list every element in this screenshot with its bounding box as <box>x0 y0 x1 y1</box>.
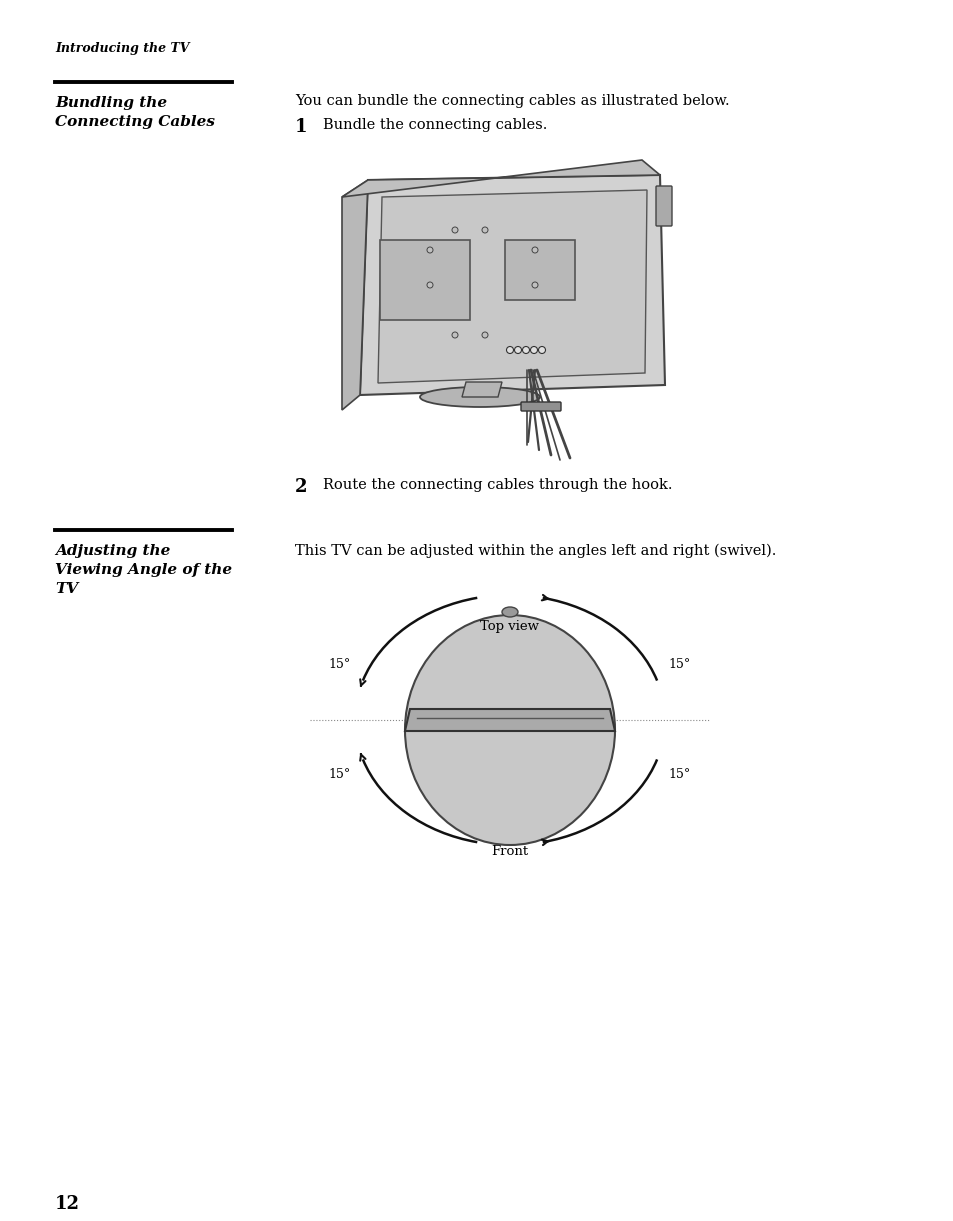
Text: 2: 2 <box>294 477 307 496</box>
Text: Adjusting the
Viewing Angle of the
TV: Adjusting the Viewing Angle of the TV <box>55 545 232 596</box>
Circle shape <box>532 282 537 288</box>
Text: 12: 12 <box>55 1195 80 1212</box>
Circle shape <box>452 227 457 233</box>
Text: 15°: 15° <box>329 658 351 672</box>
Polygon shape <box>377 190 646 383</box>
Text: 15°: 15° <box>668 768 690 781</box>
Text: 15°: 15° <box>329 768 351 781</box>
Text: 15°: 15° <box>668 658 690 672</box>
Ellipse shape <box>405 615 615 845</box>
Text: You can bundle the connecting cables as illustrated below.: You can bundle the connecting cables as … <box>294 94 729 107</box>
Polygon shape <box>461 382 501 397</box>
Text: Bundle the connecting cables.: Bundle the connecting cables. <box>323 118 547 132</box>
Circle shape <box>532 247 537 253</box>
Polygon shape <box>405 709 615 731</box>
Circle shape <box>481 227 488 233</box>
FancyBboxPatch shape <box>379 241 470 320</box>
FancyBboxPatch shape <box>656 186 671 226</box>
Text: Bundling the
Connecting Cables: Bundling the Connecting Cables <box>55 96 214 129</box>
Text: Top view: Top view <box>480 620 539 632</box>
Text: This TV can be adjusted within the angles left and right (swivel).: This TV can be adjusted within the angle… <box>294 545 776 558</box>
FancyBboxPatch shape <box>504 241 575 300</box>
Circle shape <box>530 347 537 354</box>
Circle shape <box>537 347 545 354</box>
Circle shape <box>506 347 513 354</box>
Text: 1: 1 <box>294 118 307 136</box>
Text: Introducing the TV: Introducing the TV <box>55 42 190 55</box>
Ellipse shape <box>419 387 539 407</box>
Circle shape <box>427 282 433 288</box>
Circle shape <box>452 332 457 338</box>
Polygon shape <box>341 179 368 410</box>
Text: Front: Front <box>491 845 528 858</box>
Circle shape <box>481 332 488 338</box>
Circle shape <box>514 347 521 354</box>
FancyBboxPatch shape <box>520 402 560 411</box>
Circle shape <box>427 247 433 253</box>
Polygon shape <box>359 175 664 396</box>
Text: Route the connecting cables through the hook.: Route the connecting cables through the … <box>323 477 672 492</box>
Ellipse shape <box>501 607 517 617</box>
Circle shape <box>522 347 529 354</box>
Polygon shape <box>341 160 659 197</box>
